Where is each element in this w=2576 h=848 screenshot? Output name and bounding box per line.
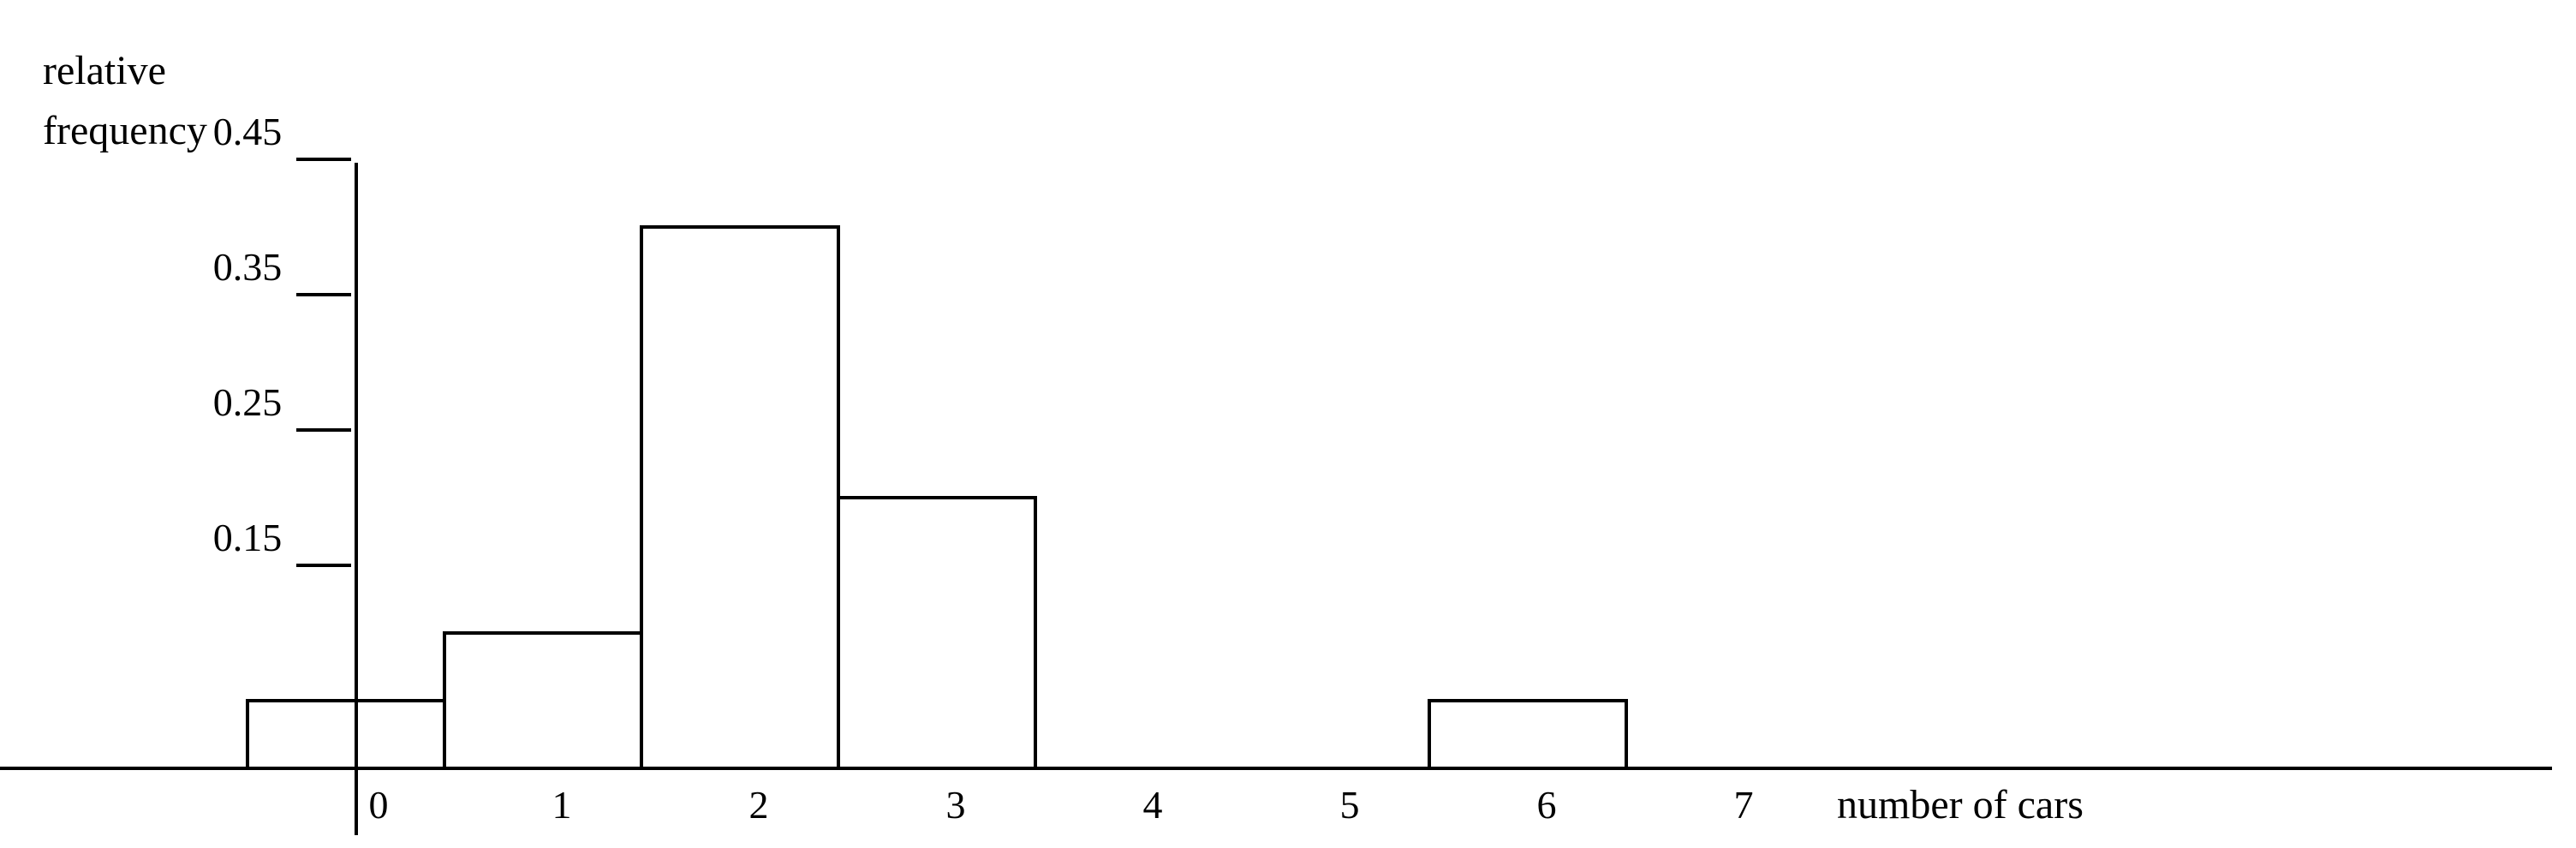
- y-tick-label: 0.25: [213, 380, 283, 424]
- bar-6: [1428, 699, 1628, 770]
- y-tick-label: 0.45: [213, 110, 283, 153]
- bar-0: [246, 699, 446, 770]
- x-tick-label-2: 2: [749, 783, 769, 827]
- y-axis-label-line-2: frequency: [43, 108, 207, 153]
- y-tick-label: 0.35: [213, 245, 283, 289]
- x-tick-label-7: 7: [1734, 783, 1754, 827]
- x-tick-label-6: 6: [1537, 783, 1557, 827]
- x-tick-label-1: 1: [552, 783, 572, 827]
- y-tick-label: 0.15: [213, 516, 283, 559]
- x-tick-label-0: 0: [369, 783, 389, 827]
- y-axis-label: relative frequency: [43, 48, 207, 153]
- x-tick-label-3: 3: [946, 783, 966, 827]
- bars: [246, 225, 1628, 770]
- x-tick-labels: 0 1 2 3 4 5 6 7: [369, 783, 1754, 827]
- y-ticks: 0.45 0.35 0.25 0.15: [213, 110, 351, 567]
- bar-2: [640, 225, 840, 770]
- bar-3: [837, 496, 1037, 770]
- bar-1: [443, 631, 643, 770]
- y-axis-label-line-1: relative: [43, 48, 166, 93]
- x-tick-label-4: 4: [1143, 783, 1163, 827]
- x-axis-label: number of cars: [1837, 782, 2084, 827]
- x-tick-label-5: 5: [1340, 783, 1360, 827]
